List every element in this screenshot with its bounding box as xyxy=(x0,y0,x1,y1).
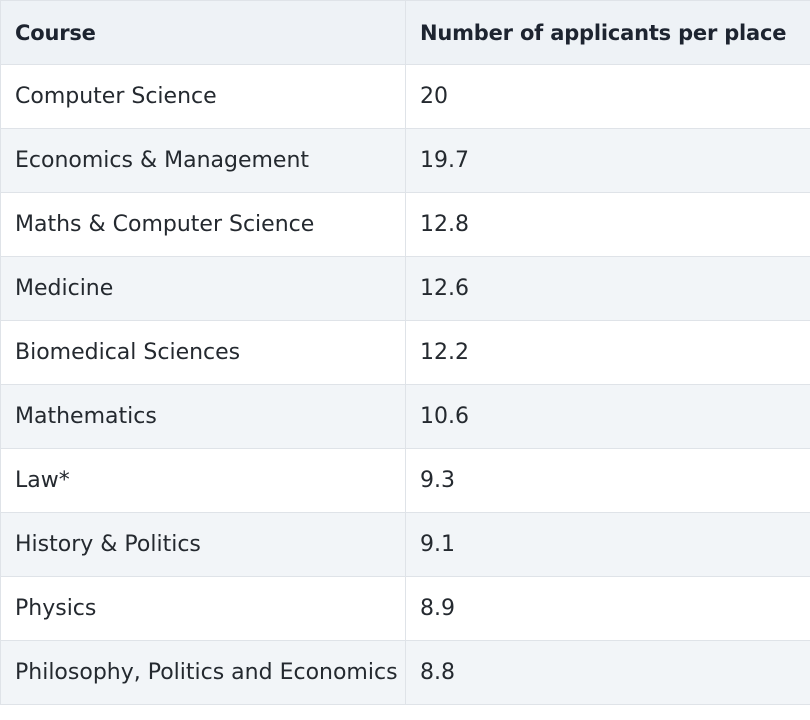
header-row: Course Number of applicants per place xyxy=(0,0,810,65)
table-row: Maths & Computer Science 12.8 xyxy=(0,192,810,257)
table-body: Computer Science 20 Economics & Manageme… xyxy=(0,64,810,705)
table-row: Mathematics 10.6 xyxy=(0,384,810,449)
course-cell: Physics xyxy=(0,576,406,641)
applicants-cell: 20 xyxy=(405,64,810,129)
course-cell: Biomedical Sciences xyxy=(0,320,406,385)
course-cell: Philosophy, Politics and Economics xyxy=(0,640,406,705)
applicants-cell: 9.1 xyxy=(405,512,810,577)
course-cell: Economics & Management xyxy=(0,128,406,193)
course-cell: Law* xyxy=(0,448,406,513)
applicants-cell: 19.7 xyxy=(405,128,810,193)
applicants-cell: 8.9 xyxy=(405,576,810,641)
header-applicants-per-place: Number of applicants per place xyxy=(405,0,810,65)
applicants-cell: 12.6 xyxy=(405,256,810,321)
applicants-cell: 12.8 xyxy=(405,192,810,257)
table-header: Course Number of applicants per place xyxy=(0,0,810,65)
course-cell: Medicine xyxy=(0,256,406,321)
table-row: Law* 9.3 xyxy=(0,448,810,513)
table-row: Computer Science 20 xyxy=(0,64,810,129)
applicants-cell: 12.2 xyxy=(405,320,810,385)
applicants-cell: 8.8 xyxy=(405,640,810,705)
course-cell: History & Politics xyxy=(0,512,406,577)
table-row: History & Politics 9.1 xyxy=(0,512,810,577)
applicants-table: Course Number of applicants per place Co… xyxy=(0,0,810,705)
table-row: Philosophy, Politics and Economics 8.8 xyxy=(0,640,810,705)
course-cell: Mathematics xyxy=(0,384,406,449)
table-row: Physics 8.9 xyxy=(0,576,810,641)
table-row: Economics & Management 19.7 xyxy=(0,128,810,193)
header-course: Course xyxy=(0,0,406,65)
applicants-cell: 10.6 xyxy=(405,384,810,449)
table-row: Biomedical Sciences 12.2 xyxy=(0,320,810,385)
applicants-cell: 9.3 xyxy=(405,448,810,513)
course-cell: Maths & Computer Science xyxy=(0,192,406,257)
course-cell: Computer Science xyxy=(0,64,406,129)
table-row: Medicine 12.6 xyxy=(0,256,810,321)
